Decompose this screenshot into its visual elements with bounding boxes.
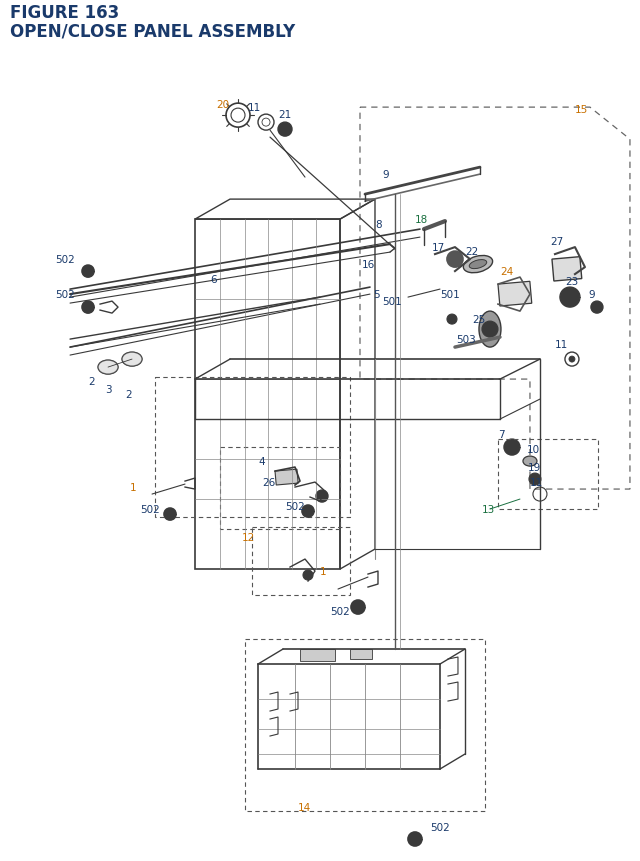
- Text: 9: 9: [382, 170, 388, 180]
- Text: 10: 10: [527, 444, 540, 455]
- Text: 16: 16: [362, 260, 375, 269]
- Text: 502: 502: [55, 255, 75, 265]
- Ellipse shape: [463, 257, 493, 274]
- Ellipse shape: [98, 361, 118, 375]
- Circle shape: [351, 600, 365, 615]
- Ellipse shape: [469, 260, 487, 269]
- Text: 6: 6: [210, 275, 217, 285]
- Circle shape: [569, 356, 575, 362]
- Text: 9: 9: [588, 290, 595, 300]
- Text: 5: 5: [373, 290, 380, 300]
- Text: 26: 26: [262, 478, 275, 487]
- Text: 20: 20: [216, 100, 229, 110]
- Text: 501: 501: [440, 290, 460, 300]
- Text: 12: 12: [242, 532, 255, 542]
- Bar: [552, 257, 582, 282]
- Bar: [220, 448, 340, 530]
- Circle shape: [529, 474, 541, 486]
- Text: 502: 502: [430, 822, 450, 832]
- Ellipse shape: [479, 312, 501, 348]
- Text: 11: 11: [555, 340, 568, 350]
- Text: 24: 24: [500, 267, 513, 276]
- Circle shape: [82, 266, 94, 278]
- Bar: [155, 378, 350, 517]
- Text: 502: 502: [55, 290, 75, 300]
- Text: 2: 2: [125, 390, 132, 400]
- Text: 3: 3: [105, 385, 111, 394]
- Text: 503: 503: [456, 335, 476, 344]
- Bar: [498, 440, 598, 510]
- Circle shape: [82, 301, 94, 313]
- Circle shape: [504, 440, 520, 455]
- Circle shape: [447, 315, 457, 325]
- Bar: [252, 528, 350, 595]
- Text: 4: 4: [258, 456, 264, 467]
- Text: 14: 14: [298, 802, 311, 812]
- Text: 11: 11: [248, 103, 261, 113]
- Text: 2: 2: [88, 376, 95, 387]
- Circle shape: [447, 251, 463, 268]
- Text: 19: 19: [528, 462, 541, 473]
- Text: 8: 8: [375, 220, 381, 230]
- Text: 21: 21: [278, 110, 291, 120]
- Bar: [350, 649, 372, 660]
- Text: 23: 23: [565, 276, 578, 287]
- Text: 502: 502: [140, 505, 160, 515]
- Text: 25: 25: [472, 315, 485, 325]
- Text: 502: 502: [285, 501, 305, 511]
- Circle shape: [164, 509, 176, 520]
- Ellipse shape: [523, 456, 537, 467]
- Bar: [498, 282, 532, 307]
- Text: 502: 502: [330, 606, 349, 616]
- Ellipse shape: [122, 353, 142, 367]
- Text: OPEN/CLOSE PANEL ASSEMBLY: OPEN/CLOSE PANEL ASSEMBLY: [10, 22, 295, 40]
- Circle shape: [482, 322, 498, 338]
- Text: 7: 7: [498, 430, 504, 440]
- Text: 1: 1: [130, 482, 137, 492]
- Text: 17: 17: [432, 243, 445, 253]
- Circle shape: [316, 491, 328, 503]
- Circle shape: [408, 832, 422, 846]
- Text: 18: 18: [415, 215, 428, 225]
- Circle shape: [278, 123, 292, 137]
- Text: 1: 1: [320, 567, 326, 576]
- Bar: [275, 469, 298, 486]
- Text: 11: 11: [530, 478, 543, 487]
- Circle shape: [591, 301, 603, 313]
- Circle shape: [302, 505, 314, 517]
- Bar: [300, 649, 335, 661]
- Circle shape: [303, 570, 313, 580]
- Text: 22: 22: [465, 247, 478, 257]
- Text: 13: 13: [482, 505, 495, 515]
- Text: 27: 27: [550, 237, 563, 247]
- Text: FIGURE 163: FIGURE 163: [10, 4, 119, 22]
- Text: 15: 15: [575, 105, 588, 115]
- Circle shape: [560, 288, 580, 307]
- Bar: [245, 640, 485, 811]
- Text: 501: 501: [382, 297, 402, 307]
